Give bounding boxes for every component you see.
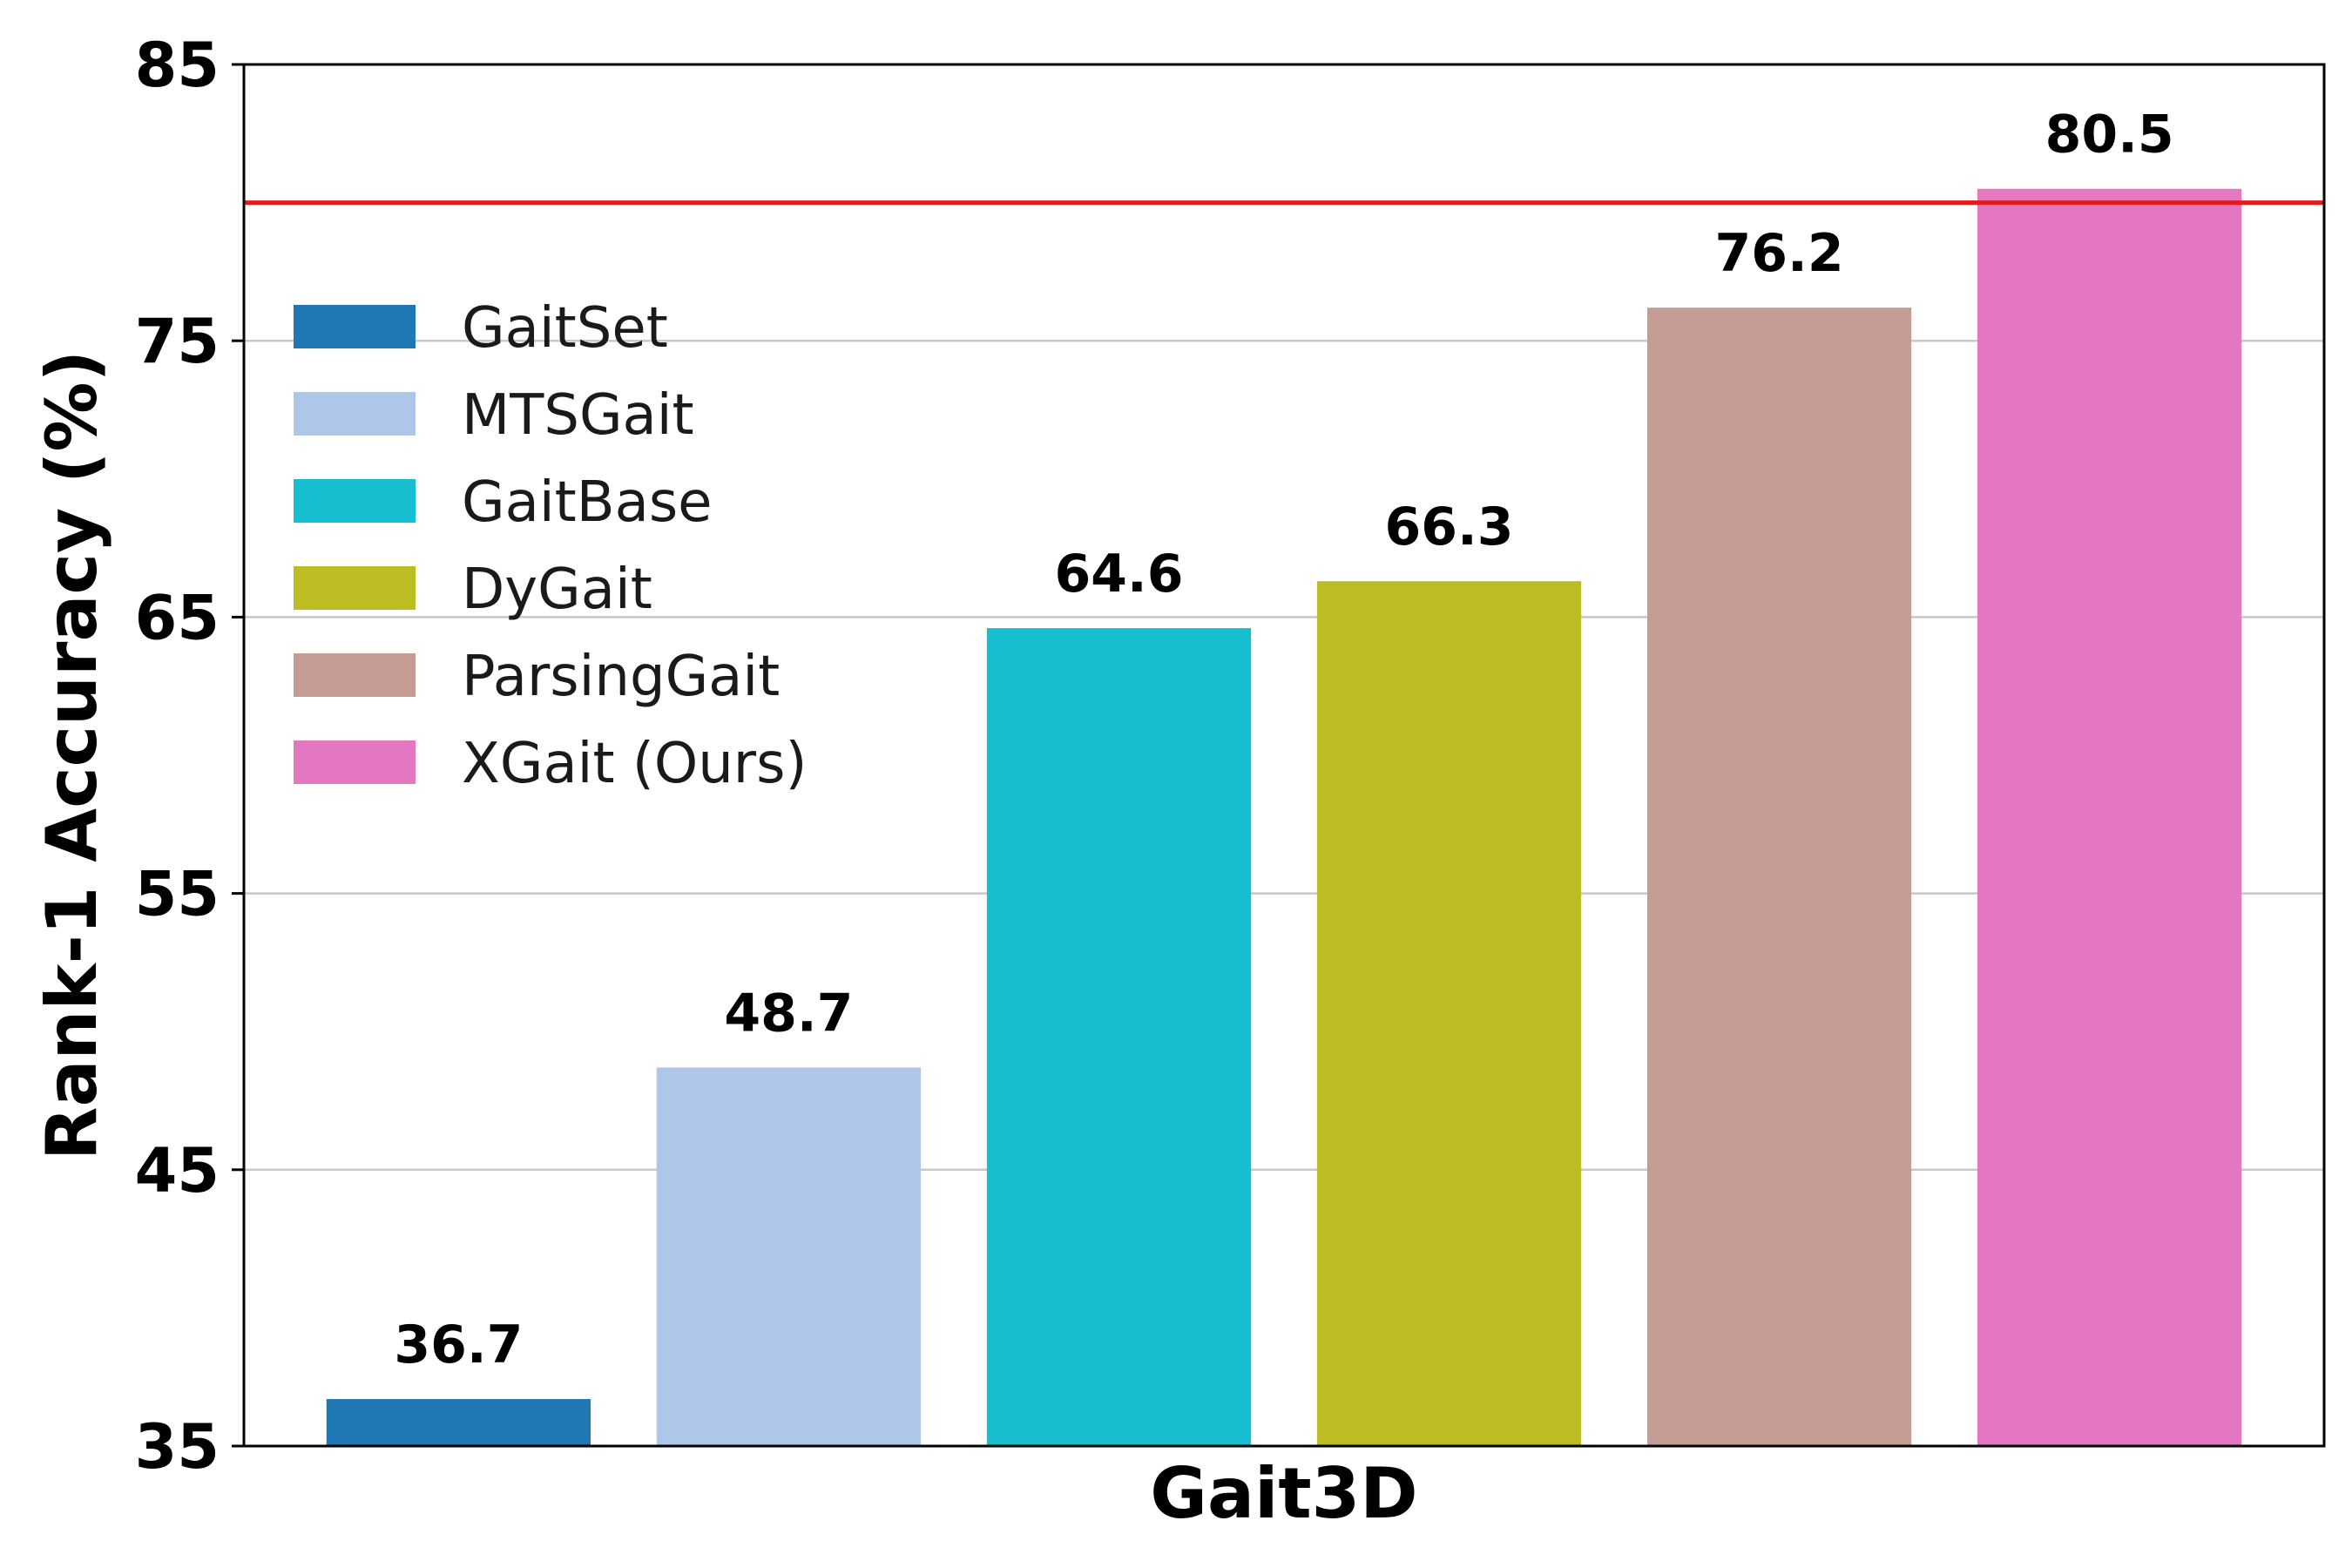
- x-axis-label: Gait3D: [1150, 1453, 1417, 1534]
- data-label: 48.7: [724, 983, 853, 1044]
- legend-swatch: [294, 305, 416, 348]
- data-label: 64.6: [1054, 544, 1183, 605]
- y-axis-ticks: 35 45 55 65 75 85: [135, 30, 244, 1483]
- legend-swatch: [294, 740, 416, 784]
- legend-label: ParsingGait: [462, 645, 780, 709]
- data-label: 76.2: [1715, 223, 1844, 284]
- legend-label: DyGait: [462, 558, 652, 622]
- y-tick-label: 75: [135, 306, 220, 377]
- bars: [326, 188, 2242, 1447]
- data-label: 36.7: [394, 1315, 523, 1375]
- data-label: 80.5: [2045, 105, 2174, 166]
- legend-label: GaitBase: [462, 470, 713, 535]
- data-label: 66.3: [1385, 497, 1514, 558]
- legend: GaitSet MTSGait GaitBase DyGait ParsingGait X…: [294, 296, 807, 796]
- y-tick-label: 85: [135, 30, 220, 101]
- bar-6: [1977, 188, 2242, 1447]
- y-axis-label: Rank-1 Accuracy (%): [31, 350, 112, 1160]
- bar-4: [1316, 581, 1582, 1446]
- y-tick-label: 65: [135, 582, 220, 653]
- legend-swatch: [294, 479, 416, 523]
- bar-3: [986, 628, 1252, 1446]
- bar-5: [1646, 308, 1912, 1446]
- legend-label: MTSGait: [462, 383, 694, 448]
- plot-frame: [242, 63, 2326, 1448]
- y-tick-label: 45: [135, 1135, 220, 1206]
- y-tick-label: 35: [135, 1411, 220, 1483]
- data-labels: 36.7 48.7 64.6 66.3 76.2 80.5: [394, 105, 2173, 1375]
- bar-1: [326, 1399, 591, 1446]
- legend-label: XGait (Ours): [462, 732, 807, 796]
- legend-swatch: [294, 653, 416, 697]
- bar-2: [656, 1067, 922, 1446]
- legend-swatch: [294, 392, 416, 436]
- legend-swatch: [294, 566, 416, 610]
- y-tick-label: 55: [135, 859, 220, 930]
- legend-label: GaitSet: [462, 296, 668, 361]
